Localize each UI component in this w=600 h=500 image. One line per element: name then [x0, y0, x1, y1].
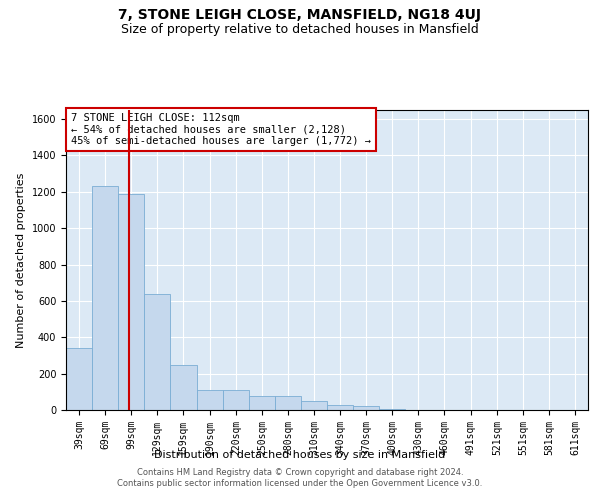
- Bar: [301, 401, 327, 410]
- Bar: [144, 294, 170, 410]
- Bar: [223, 390, 249, 410]
- Bar: [327, 404, 353, 410]
- Bar: [379, 409, 405, 410]
- Bar: [197, 390, 223, 410]
- Bar: [66, 348, 92, 410]
- Bar: [118, 194, 144, 410]
- Text: 7 STONE LEIGH CLOSE: 112sqm
← 54% of detached houses are smaller (2,128)
45% of : 7 STONE LEIGH CLOSE: 112sqm ← 54% of det…: [71, 113, 371, 146]
- Text: Contains HM Land Registry data © Crown copyright and database right 2024.
Contai: Contains HM Land Registry data © Crown c…: [118, 468, 482, 487]
- Bar: [170, 364, 197, 410]
- Bar: [249, 396, 275, 410]
- Text: Distribution of detached houses by size in Mansfield: Distribution of detached houses by size …: [154, 450, 446, 460]
- Bar: [275, 396, 301, 410]
- Text: Size of property relative to detached houses in Mansfield: Size of property relative to detached ho…: [121, 22, 479, 36]
- Text: 7, STONE LEIGH CLOSE, MANSFIELD, NG18 4UJ: 7, STONE LEIGH CLOSE, MANSFIELD, NG18 4U…: [119, 8, 482, 22]
- Bar: [353, 406, 379, 410]
- Bar: [92, 186, 118, 410]
- Y-axis label: Number of detached properties: Number of detached properties: [16, 172, 26, 348]
